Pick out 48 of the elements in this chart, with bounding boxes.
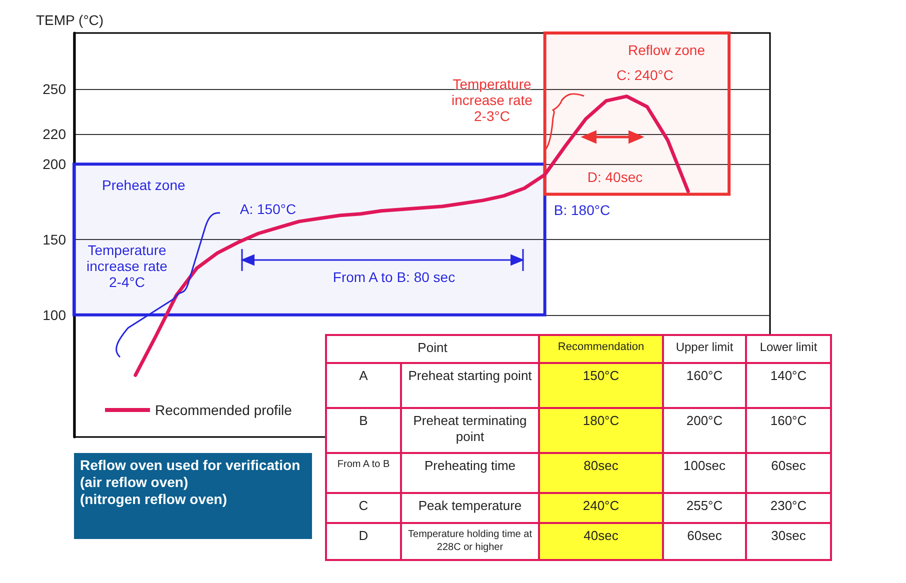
- annotation: Lower limit: [746, 335, 831, 363]
- text: 60sec: [663, 523, 746, 560]
- annotation: Upper limit: [663, 335, 746, 363]
- annotation: A: [326, 363, 401, 408]
- text: Reflow oven used for verification: [80, 457, 302, 474]
- text: Preheating time: [401, 453, 539, 493]
- annotation: 150°C: [539, 363, 663, 408]
- band-label: Reflow zone: [628, 42, 705, 58]
- annotation: 160°C: [663, 363, 746, 408]
- annotation: B: [326, 408, 401, 453]
- annotation: A: 150°C: [238, 201, 298, 217]
- y-axis-title: TEMP (°C): [36, 12, 104, 28]
- text: 40sec: [539, 523, 663, 560]
- annotation: Preheat starting point: [401, 363, 539, 408]
- text: Peak temperature: [401, 493, 539, 523]
- text: Temperature holding time at 228C or higher: [401, 523, 539, 560]
- annotation: Temperature increase rate 2-3°C: [450, 76, 534, 124]
- text: 230°C: [746, 493, 831, 523]
- annotation: 200°C: [663, 408, 746, 453]
- annotation: B: 180°C: [552, 202, 612, 218]
- text: 240°C: [539, 493, 663, 523]
- annotation: Temperature increase rate 2-4°C: [86, 242, 168, 290]
- text: From A to B: [326, 453, 401, 493]
- annotation: Preheat terminating point: [401, 408, 539, 453]
- text: 60sec: [746, 453, 831, 493]
- text: D: [326, 523, 401, 560]
- band-label: Preheat zone: [102, 177, 186, 193]
- y-tick-label: 200: [42, 156, 66, 172]
- annotation: From A to B: 80 sec: [332, 269, 456, 285]
- y-tick-label: 220: [42, 126, 66, 142]
- text: C: [326, 493, 401, 523]
- legend-label: Recommended profile: [155, 402, 292, 418]
- annotation: D: 40sec: [586, 169, 644, 185]
- text: 255°C: [663, 493, 746, 523]
- text: (air reflow oven): [80, 474, 190, 491]
- text: 100sec: [663, 453, 746, 493]
- y-tick-label: 250: [42, 80, 66, 97]
- text: 80sec: [539, 453, 663, 493]
- text: 30sec: [746, 523, 831, 560]
- text: (nitrogen reflow oven): [80, 491, 228, 508]
- y-tick-label: 100: [42, 306, 66, 323]
- annotation: Recommendation: [539, 335, 663, 363]
- annotation: Point: [326, 335, 539, 363]
- text: 160°C: [746, 408, 831, 453]
- annotation: C: 240°C: [616, 67, 674, 83]
- y-tick-label: 150: [42, 232, 66, 248]
- annotation: 180°C: [539, 408, 663, 453]
- text: 140°C: [746, 363, 831, 408]
